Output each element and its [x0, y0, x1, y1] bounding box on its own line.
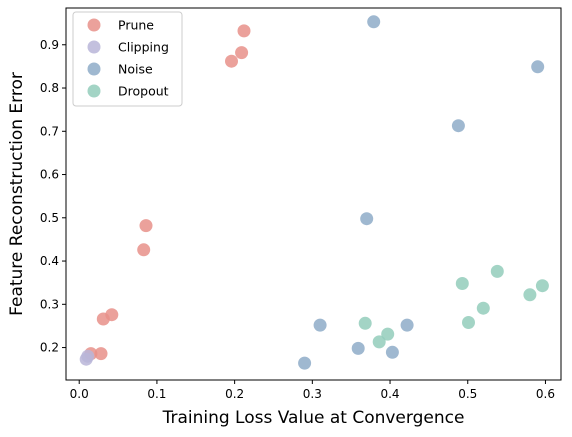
- y-tick-label: 0.8: [40, 81, 59, 95]
- legend-box: [72, 11, 183, 107]
- point-noise: [313, 318, 327, 332]
- x-tick-label: 0.3: [303, 387, 322, 401]
- point-prune: [139, 219, 153, 233]
- x-tick-label: 0.6: [536, 387, 555, 401]
- y-tick-label: 0.9: [40, 38, 59, 52]
- point-prune: [94, 347, 108, 361]
- y-tick-label: 0.4: [40, 254, 59, 268]
- legend-marker-noise: [87, 62, 101, 76]
- y-axis-ticks: 0.2 0.3 0.4 0.5 0.6 0.7 0.8 0.9: [40, 38, 66, 355]
- point-prune: [137, 243, 151, 257]
- point-dropout: [476, 301, 490, 315]
- y-tick-label: 0.7: [40, 124, 59, 138]
- point-prune: [235, 46, 249, 60]
- legend-items: Prune Clipping Noise Dropout: [87, 18, 169, 99]
- point-prune: [237, 24, 251, 38]
- y-axis-title: Feature Reconstruction Error: [7, 72, 27, 316]
- x-tick-label: 0.5: [458, 387, 477, 401]
- y-tick-label: 0.3: [40, 297, 59, 311]
- y-tick-label: 0.2: [40, 341, 59, 355]
- plot-frame: [65, 7, 562, 381]
- point-prune: [225, 54, 238, 68]
- point-dropout: [372, 335, 386, 349]
- legend-label-prune: Prune: [118, 18, 154, 33]
- point-noise: [531, 60, 545, 74]
- point-noise: [400, 318, 414, 332]
- x-tick-label: 0.2: [225, 387, 244, 401]
- legend-label-dropout: Dropout: [118, 84, 169, 99]
- legend-label-noise: Noise: [118, 62, 153, 77]
- point-noise: [367, 15, 381, 29]
- point-noise: [385, 345, 399, 359]
- point-dropout: [381, 327, 395, 341]
- point-noise: [298, 356, 312, 370]
- point-noise: [451, 119, 465, 133]
- point-noise: [360, 212, 374, 226]
- points-layer: [79, 15, 549, 370]
- point-dropout: [462, 316, 475, 329]
- point-noise: [351, 341, 365, 355]
- x-axis-ticks: 0.0 0.1 0.2 0.3 0.4 0.5 0.6: [70, 380, 555, 401]
- point-dropout: [535, 279, 549, 293]
- x-tick-label: 0.4: [380, 387, 399, 401]
- legend-marker-prune: [87, 18, 101, 32]
- point-clipping: [81, 349, 95, 363]
- legend: Prune Clipping Noise Dropout: [72, 11, 183, 107]
- legend-label-clipping: Clipping: [118, 40, 169, 55]
- legend-marker-clipping: [87, 40, 101, 54]
- point-dropout: [455, 277, 469, 290]
- x-tick-label: 0.1: [147, 387, 166, 401]
- y-tick-label: 0.6: [40, 168, 59, 182]
- point-prune: [96, 312, 110, 326]
- point-dropout: [523, 288, 537, 302]
- x-axis-title: Training Loss Value at Convergence: [162, 408, 465, 428]
- point-dropout: [358, 316, 372, 330]
- y-tick-label: 0.5: [40, 211, 59, 225]
- legend-marker-dropout: [87, 84, 101, 98]
- x-tick-label: 0.0: [70, 387, 89, 401]
- point-dropout: [490, 264, 504, 278]
